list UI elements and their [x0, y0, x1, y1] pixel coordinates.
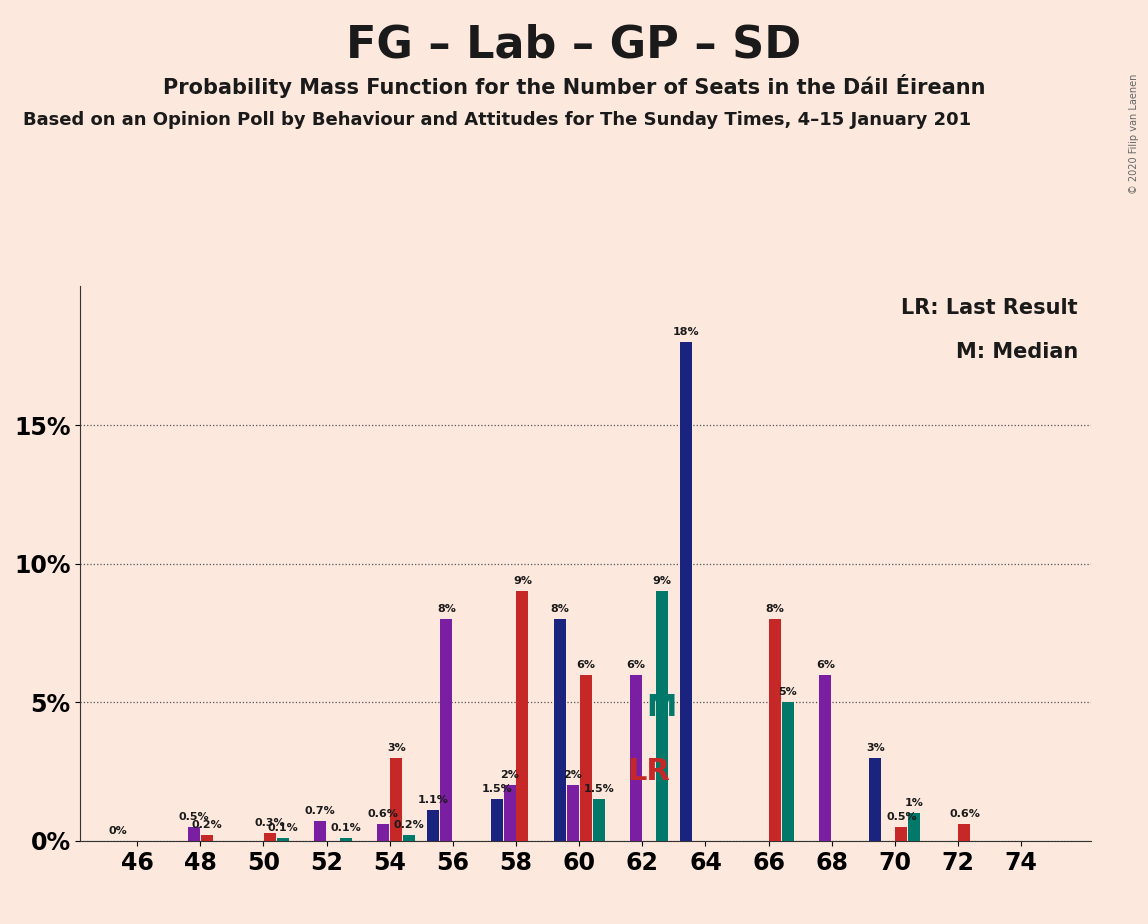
Bar: [820, 675, 831, 841]
Bar: [441, 619, 452, 841]
Text: 6%: 6%: [576, 660, 595, 670]
Text: 0.5%: 0.5%: [179, 812, 209, 822]
Text: 8%: 8%: [550, 604, 569, 614]
Text: M: M: [646, 693, 677, 723]
Bar: [592, 799, 605, 841]
Text: 0%: 0%: [108, 826, 127, 836]
Bar: [895, 827, 907, 841]
Bar: [264, 833, 276, 841]
Text: 1.5%: 1.5%: [481, 784, 512, 795]
Text: © 2020 Filip van Laenen: © 2020 Filip van Laenen: [1128, 74, 1139, 194]
Text: 6%: 6%: [816, 660, 835, 670]
Bar: [378, 824, 389, 841]
Bar: [908, 813, 921, 841]
Bar: [340, 838, 352, 841]
Text: 9%: 9%: [652, 577, 672, 587]
Text: 18%: 18%: [673, 327, 699, 337]
Text: 9%: 9%: [513, 577, 532, 587]
Bar: [656, 591, 668, 841]
Bar: [680, 342, 692, 841]
Text: 1.1%: 1.1%: [418, 796, 449, 806]
Bar: [315, 821, 326, 841]
Text: 0.3%: 0.3%: [255, 818, 285, 828]
Text: 2%: 2%: [564, 771, 582, 781]
Bar: [188, 827, 200, 841]
Text: LR: Last Result: LR: Last Result: [901, 298, 1078, 318]
Bar: [869, 758, 882, 841]
Bar: [517, 591, 528, 841]
Bar: [769, 619, 781, 841]
Bar: [490, 799, 503, 841]
Text: 3%: 3%: [387, 743, 405, 753]
Text: 0.1%: 0.1%: [267, 823, 298, 833]
Text: Based on an Opinion Poll by Behaviour and Attitudes for The Sunday Times, 4–15 J: Based on an Opinion Poll by Behaviour an…: [23, 111, 971, 128]
Bar: [553, 619, 566, 841]
Text: 6%: 6%: [627, 660, 645, 670]
Text: 0.5%: 0.5%: [886, 812, 916, 822]
Bar: [504, 785, 515, 841]
Bar: [403, 835, 416, 841]
Text: 0.6%: 0.6%: [949, 809, 980, 820]
Text: 1.5%: 1.5%: [583, 784, 614, 795]
Text: 2%: 2%: [501, 771, 519, 781]
Text: 0.2%: 0.2%: [192, 821, 223, 831]
Text: 8%: 8%: [766, 604, 784, 614]
Bar: [782, 702, 794, 841]
Text: 0.6%: 0.6%: [367, 809, 398, 820]
Text: 0.7%: 0.7%: [304, 807, 335, 817]
Text: 5%: 5%: [778, 687, 798, 698]
Text: 8%: 8%: [437, 604, 456, 614]
Bar: [959, 824, 970, 841]
Bar: [390, 758, 402, 841]
Text: 0.2%: 0.2%: [394, 821, 425, 831]
Bar: [630, 675, 642, 841]
Bar: [567, 785, 579, 841]
Bar: [427, 810, 440, 841]
Text: 1%: 1%: [905, 798, 924, 808]
Text: 3%: 3%: [866, 743, 885, 753]
Bar: [201, 835, 212, 841]
Bar: [580, 675, 591, 841]
Text: Probability Mass Function for the Number of Seats in the Dáil Éireann: Probability Mass Function for the Number…: [163, 74, 985, 98]
Text: FG – Lab – GP – SD: FG – Lab – GP – SD: [347, 23, 801, 67]
Text: 0.1%: 0.1%: [331, 823, 362, 833]
Text: M: Median: M: Median: [956, 342, 1078, 362]
Bar: [277, 838, 289, 841]
Text: LR: LR: [627, 757, 670, 786]
